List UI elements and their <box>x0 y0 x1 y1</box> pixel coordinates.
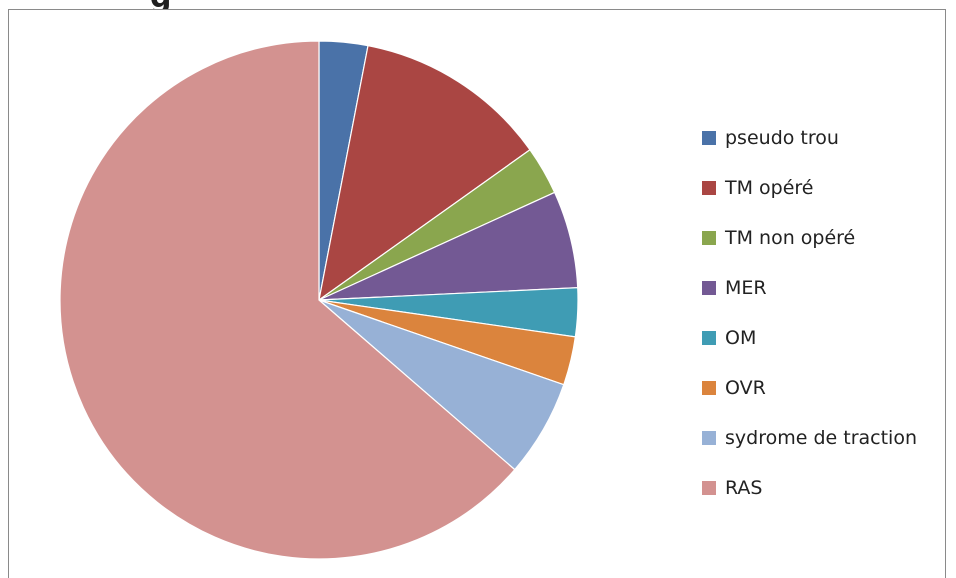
legend-swatch <box>702 281 716 295</box>
legend-swatch <box>702 131 716 145</box>
legend-swatch <box>702 481 716 495</box>
legend-item-5: OVR <box>702 363 917 413</box>
legend-swatch <box>702 431 716 445</box>
legend-swatch <box>702 231 716 245</box>
legend-item-1: TM opéré <box>702 163 917 213</box>
legend-item-6: sydrome de traction <box>702 413 917 463</box>
legend-item-4: OM <box>702 313 917 363</box>
legend-label: OVR <box>725 377 766 399</box>
legend-label: TM opéré <box>725 177 814 199</box>
legend-item-2: TM non opéré <box>702 213 917 263</box>
legend-label: RAS <box>725 477 763 499</box>
legend-label: MER <box>725 277 767 299</box>
legend-label: sydrome de traction <box>725 427 917 449</box>
pie-slice-1 <box>318 44 531 302</box>
legend-item-0: pseudo trou <box>702 113 917 163</box>
legend-label: pseudo trou <box>725 127 839 149</box>
legend-item-3: MER <box>702 263 917 313</box>
legend-swatch <box>702 381 716 395</box>
chart-legend: pseudo trou TM opéré TM non opéré MER OM OVR s… <box>702 116 917 513</box>
legend-label: OM <box>725 327 757 349</box>
legend-swatch <box>702 181 716 195</box>
legend-item-7: RAS <box>702 463 917 513</box>
pie-slice-7 <box>59 40 516 560</box>
legend-swatch <box>702 331 716 345</box>
legend-label: TM non opéré <box>725 227 856 249</box>
